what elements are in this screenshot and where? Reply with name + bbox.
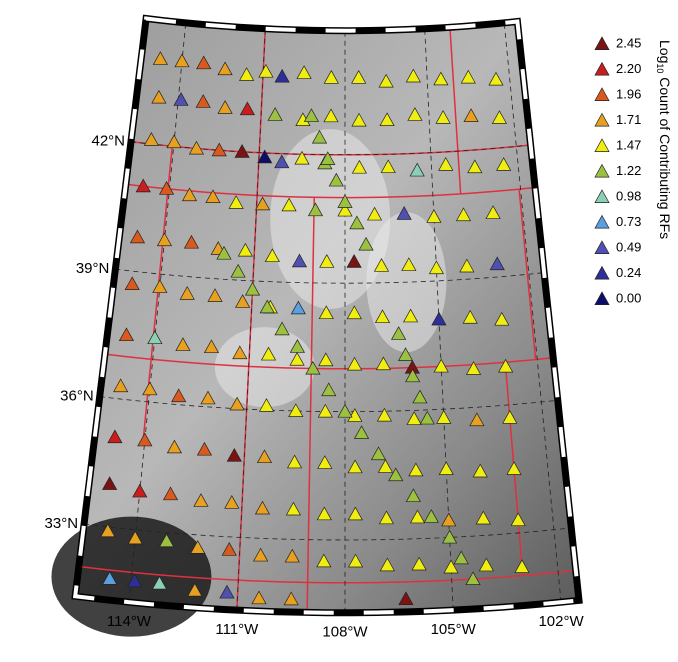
map: 42°N 39°N 36°N 33°N 114°W 111°W 108°W 105°W 102°…: [0, 0, 678, 657]
lon-label: 105°W: [431, 621, 477, 638]
lat-label: 33°N: [45, 515, 79, 532]
legend-label: 0.98: [616, 188, 641, 203]
legend-swatch: [595, 267, 609, 280]
lon-label: 108°W: [322, 624, 368, 641]
legend-label: 2.45: [616, 35, 641, 50]
lon-label: 114°W: [107, 613, 152, 630]
legend-label: 1.96: [616, 86, 641, 101]
lon-label: 102°W: [538, 613, 584, 630]
legend-label: 1.22: [616, 163, 641, 178]
legend-swatch: [595, 114, 609, 127]
legend-swatch: [595, 190, 609, 203]
lat-label: 42°N: [91, 133, 125, 150]
lat-label: 39°N: [76, 260, 110, 277]
legend-label: 0.24: [616, 265, 641, 280]
legend-swatch: [595, 37, 609, 50]
legend-swatch: [595, 241, 609, 254]
legend-title-part: Log: [657, 40, 673, 63]
legend-label: 0.49: [616, 239, 641, 254]
legend-swatch: [595, 292, 609, 305]
legend-title: Log10 Count of Contributing RFs: [655, 40, 674, 239]
legend-swatch: [595, 165, 609, 178]
legend-swatch: [595, 63, 609, 76]
legend-swatch: [595, 139, 609, 152]
lat-label: 36°N: [60, 388, 94, 405]
legend-title-part: Count of Contributing RFs: [657, 73, 673, 239]
legend-title-part: 10: [655, 63, 665, 73]
legend-label: 0.00: [616, 290, 641, 305]
legend-swatch: [595, 88, 609, 101]
legend: 2.45 2.20 1.96 1.71 1.47 1.22 0.98 0.73 0.49 0.24…: [595, 35, 673, 305]
legend-label: 1.47: [616, 137, 641, 152]
legend-label: 2.20: [616, 61, 641, 76]
legend-label: 1.71: [616, 112, 641, 127]
lon-label: 111°W: [215, 621, 259, 638]
legend-label: 0.73: [616, 214, 641, 229]
legend-swatch: [595, 216, 609, 229]
